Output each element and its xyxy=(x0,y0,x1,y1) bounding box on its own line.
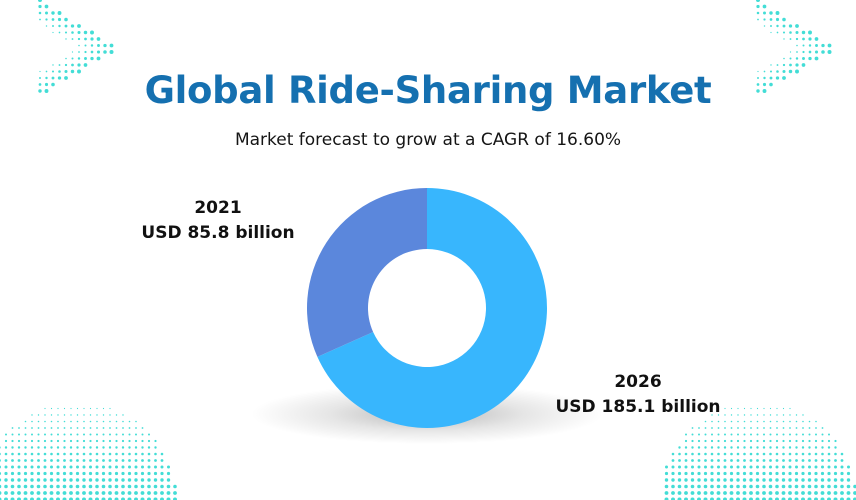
callout-2026-value: USD 185.1 billion xyxy=(555,397,721,417)
callout-2021-value: USD 85.8 billion xyxy=(141,223,295,243)
page-subtitle: Market forecast to grow at a CAGR of 16.… xyxy=(234,130,622,150)
dot-arc-bottom-right xyxy=(664,407,856,500)
donut-slice-2026 xyxy=(317,188,547,429)
dot-arc-bottom-left xyxy=(0,407,177,500)
callout-2026: 2026 USD 185.1 billion xyxy=(548,370,728,420)
dot-chevron-top-right xyxy=(756,0,832,93)
callout-2021: 2021 USD 85.8 billion xyxy=(128,196,308,246)
callout-2021-year: 2021 xyxy=(194,198,242,218)
donut-slice-2021 xyxy=(307,188,427,357)
page-title: Global Ride-Sharing Market xyxy=(144,69,712,112)
callout-2026-year: 2026 xyxy=(614,372,662,392)
dot-chevron-top-left xyxy=(38,0,114,93)
